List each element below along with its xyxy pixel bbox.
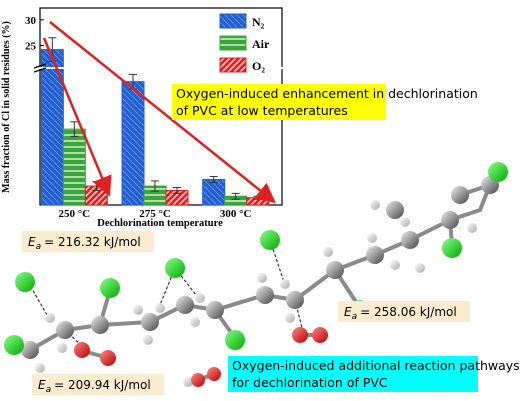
subscript: a xyxy=(352,312,358,322)
bar xyxy=(202,178,226,206)
y-axis-label: Mass fraction of Cl in solid residues (%… xyxy=(1,21,12,193)
pathway-note-line: for dechlorination of PVC xyxy=(232,375,388,390)
oxygen-atoms xyxy=(74,327,328,387)
pathway-note-line: Oxygen-induced additional reaction pathw… xyxy=(232,358,520,373)
axis-break-mark xyxy=(33,63,47,73)
error-bar xyxy=(151,180,159,192)
bar xyxy=(62,128,86,206)
energy-label: Ea = 209.94 kJ/mol xyxy=(32,374,164,395)
annotation-line: of PVC at low temperatures xyxy=(176,103,348,118)
axis-break-gap xyxy=(34,67,283,69)
y-tick-label: 25 xyxy=(25,40,37,52)
error-bar xyxy=(173,186,181,194)
trend-arrow xyxy=(42,37,112,197)
hydrogen-atoms xyxy=(35,200,477,387)
error-bar xyxy=(231,192,240,200)
molecule xyxy=(4,162,508,387)
label-box xyxy=(338,301,470,322)
x-tick-label: 275 °C xyxy=(139,208,171,220)
value: = 216.32 kJ/mol xyxy=(44,235,141,249)
highlight-box xyxy=(172,84,386,120)
energy-text: Ea = 216.32 kJ/mol xyxy=(28,235,141,252)
annotation-line: Oxygen-induced enhancement in dechlorina… xyxy=(176,86,478,101)
symbol: E xyxy=(344,305,352,319)
legend-swatch xyxy=(219,13,247,29)
energy-label: Ea = 258.06 kJ/mol xyxy=(338,301,470,322)
x-tick-label: 300 °C xyxy=(220,208,252,220)
x-axis-label: Dechlorination temperature xyxy=(97,218,223,229)
bar xyxy=(121,81,145,206)
label-box xyxy=(32,374,164,395)
bar xyxy=(40,49,64,206)
y-tick-label: 30 xyxy=(25,15,37,27)
energy-text: Ea = 258.06 kJ/mol xyxy=(344,305,457,322)
x-tick-label: 250 °C xyxy=(59,208,91,220)
legend-swatch xyxy=(219,57,247,73)
chart: Mass fraction of Cl in solid residues (%… xyxy=(1,7,283,229)
legend-label: Air xyxy=(252,37,270,51)
error-bar xyxy=(70,121,79,137)
highlight-box xyxy=(228,356,478,392)
legend-label: O₂ xyxy=(252,59,265,73)
energy-text: Ea = 209.94 kJ/mol xyxy=(38,378,151,395)
label-box xyxy=(22,231,154,252)
error-bar xyxy=(209,176,218,183)
carbon-atoms xyxy=(21,176,499,359)
trend-arrow xyxy=(49,21,276,204)
symbol: E xyxy=(38,378,46,392)
subscript: a xyxy=(36,242,42,252)
legend-swatch xyxy=(219,35,247,51)
symbol: E xyxy=(28,235,36,249)
energy-label: Ea = 216.32 kJ/mol xyxy=(22,231,154,252)
subscript: a xyxy=(46,385,52,395)
value: = 209.94 kJ/mol xyxy=(54,378,151,392)
legend-label: N₂ xyxy=(252,15,265,29)
value: = 258.06 kJ/mol xyxy=(360,305,457,319)
